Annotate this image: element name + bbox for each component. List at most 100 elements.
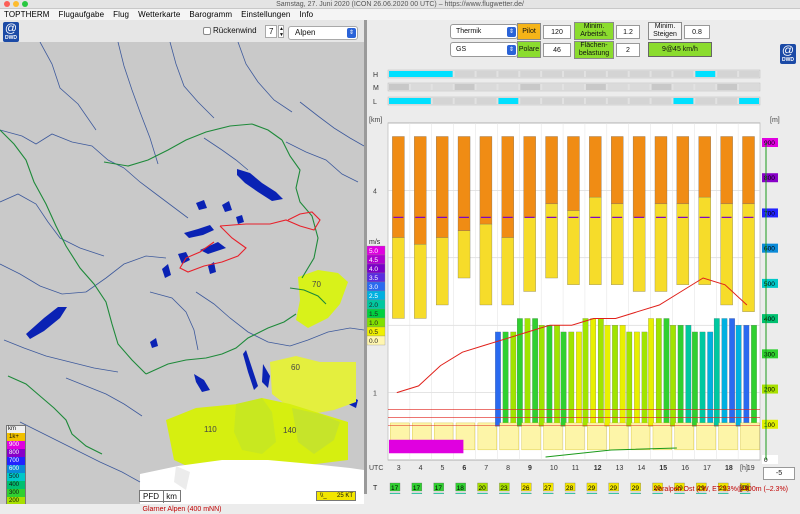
emagram-chart[interactable]: HML [km]1234[m]9008007006005004003002001… <box>367 68 800 494</box>
bar-segment-yellow <box>654 203 668 292</box>
bar-segment-orange <box>392 136 405 238</box>
bar-segment-climb <box>510 331 517 427</box>
chevron-updown-icon: ⇕ <box>507 45 516 55</box>
rueckenwind-checkbox[interactable] <box>203 27 211 35</box>
cloud-row-label: M <box>373 85 379 92</box>
legend-item: 200 <box>7 497 25 504</box>
bar-segment-base <box>543 422 563 451</box>
menu-item-wetterkarte[interactable]: Wetterkarte <box>138 10 181 19</box>
wind-value-stepper[interactable]: ▲ ▼ <box>278 25 284 38</box>
pilot-field[interactable]: 120 <box>543 25 571 39</box>
legend-item: 400 <box>7 481 25 489</box>
cloud-cell <box>454 98 475 104</box>
cloud-row-label: H <box>373 72 378 79</box>
legend-unit: km <box>8 426 16 432</box>
bar-segment-orange <box>435 136 449 238</box>
climb-scale-label: 1.5 <box>369 311 378 318</box>
cloud-cell <box>651 98 672 104</box>
right-axis-swatch <box>762 243 778 253</box>
cloud-cell <box>564 98 584 104</box>
hour-tick: 17 <box>703 465 711 472</box>
legend-item: 700 <box>7 457 25 465</box>
climb-scale-label: 2.5 <box>369 293 378 300</box>
glider-select[interactable]: GS ⇕ <box>450 42 518 57</box>
mode-select[interactable]: Thermik ⇕ <box>450 24 518 39</box>
cloud-cell <box>476 84 497 90</box>
dwd-swirl-icon: @ <box>4 21 18 35</box>
right-axis-tick: 600 <box>764 246 775 253</box>
cloud-cell <box>542 84 563 90</box>
bar-segment-base <box>477 422 497 451</box>
mode-select-value: Thermik <box>456 28 482 35</box>
right-axis-swatch <box>762 278 778 288</box>
left-axis-tick: 4 <box>373 188 377 195</box>
right-axis-tick: 100 <box>764 422 775 429</box>
min-arbeit-label-1: Minim. <box>583 23 605 30</box>
menu-item-barogramm[interactable]: Barogramm <box>189 10 233 19</box>
bar-segment-climb <box>663 318 670 427</box>
menu-item-einstellungen[interactable]: Einstellungen <box>241 10 291 19</box>
contour-label-140: 140 <box>283 426 297 435</box>
cloud-cell <box>564 84 584 90</box>
t-unit: [C] <box>740 485 749 492</box>
t-value: 29 <box>632 485 640 492</box>
cloud-cell <box>695 84 716 90</box>
right-axis-swatch <box>762 419 778 429</box>
menu-item-toptherm[interactable]: TOPTHERM <box>4 10 50 19</box>
region-select[interactable]: Alpen ⇕ <box>288 26 358 40</box>
bar-segment-yellow <box>611 203 624 285</box>
pfd-box[interactable]: PFD km <box>139 490 181 503</box>
flaechenbelastung-label: Flächen- belastung <box>574 41 614 59</box>
bar-segment-climb <box>554 325 560 427</box>
bar-segment-base <box>565 422 585 451</box>
weather-map[interactable]: 70 60 110 140 km 1k+ 900 800 700 600 500 400 30… <box>0 42 364 504</box>
flaechenbelastung-field[interactable]: 2 <box>616 43 640 57</box>
cloud-cell <box>739 71 759 77</box>
cloud-cell <box>629 71 650 77</box>
bar-segment-climb <box>648 318 654 427</box>
bar-segment-yellow <box>435 237 449 306</box>
right-axis-unit: [m] <box>770 117 780 124</box>
hour-tick: 3 <box>397 465 401 472</box>
cloud-cell <box>651 71 672 77</box>
close-window-icon[interactable] <box>4 1 10 7</box>
min-arbeitshoehe-field[interactable]: 1.2 <box>616 25 640 39</box>
forecast-status: Voralpen Ost (LW, ET 53%@400m (–2.3%) <box>653 486 788 493</box>
contour-label-60: 60 <box>291 363 300 372</box>
right-axis-tick: 300 <box>764 351 775 358</box>
hour-tick: 5 <box>441 465 445 472</box>
t-value: 29 <box>675 485 683 492</box>
t-value-box <box>718 482 729 492</box>
cloud-cell <box>432 98 453 104</box>
legend-item: 800 <box>7 449 25 457</box>
wind-value-field[interactable]: 7 <box>265 25 277 38</box>
split-divider[interactable] <box>364 20 367 494</box>
t-value-box <box>652 482 663 492</box>
window-titlebar: Samstag, 27. Juni 2020 (ICON 26.06.2020 … <box>0 0 800 9</box>
menu-item-info[interactable]: Info <box>299 10 314 19</box>
chevron-updown-icon: ⇕ <box>347 28 356 38</box>
polare-field[interactable]: 46 <box>543 43 571 57</box>
menu-item-flug[interactable]: Flug <box>113 10 130 19</box>
min-steigen-field[interactable]: 0.8 <box>684 25 710 39</box>
menu-item-flugaufgabe[interactable]: Flugaufgabe <box>58 10 105 19</box>
pilot-label: Pilot <box>517 23 541 40</box>
t-value-box <box>411 482 423 492</box>
legend-item: 600 <box>7 465 25 473</box>
offset-field[interactable]: -5 <box>763 467 795 480</box>
legend-item: 1k+ <box>7 433 25 441</box>
legend-item: 900 <box>7 441 25 449</box>
t-value-box <box>608 482 619 492</box>
min-steigen-label: Minim. Steigen <box>648 22 682 40</box>
t-value-box <box>521 482 532 492</box>
map-panel: @ DWD Rückenwind 7 ▲ ▼ Alpen ⇕ <box>0 20 364 513</box>
bar-segment-yellow <box>567 210 580 285</box>
bar-segment-climb <box>532 318 538 427</box>
bar-segment-orange <box>698 136 711 198</box>
bar-segment-orange <box>589 136 602 198</box>
cloud-cell <box>739 84 759 90</box>
result-box: 9@45 km/h <box>648 42 712 57</box>
minimize-window-icon[interactable] <box>13 1 19 7</box>
zoom-window-icon[interactable] <box>22 1 28 7</box>
bar-segment-climb <box>743 325 750 427</box>
